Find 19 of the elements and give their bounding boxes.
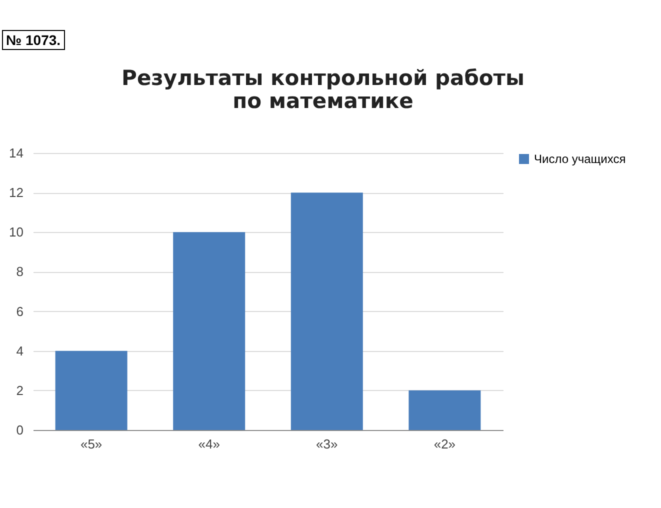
legend-label: Число учащихся — [534, 152, 626, 166]
x-tick-label: «4» — [198, 436, 220, 452]
bar — [290, 192, 363, 430]
bar — [55, 350, 128, 430]
x-tick-label: «2» — [434, 436, 456, 452]
y-tick-label: 4 — [16, 343, 24, 358]
y-tick-label: 6 — [16, 304, 24, 319]
text: № 1073. — [2, 30, 65, 50]
x-tick-label: «5» — [80, 436, 102, 452]
chart-title: Результаты контрольной работы по математике — [122, 66, 524, 113]
y-tick-label: 10 — [9, 224, 24, 240]
y-tick-label: 8 — [16, 264, 24, 280]
y-tick-label: 14 — [9, 146, 24, 160]
bar — [408, 390, 481, 430]
y-tick-label: 0 — [16, 422, 24, 438]
y-tick-label: 2 — [16, 382, 24, 398]
bar — [173, 232, 246, 430]
x-tick-label: «3» — [316, 436, 338, 452]
y-tick-label: 12 — [9, 185, 24, 200]
